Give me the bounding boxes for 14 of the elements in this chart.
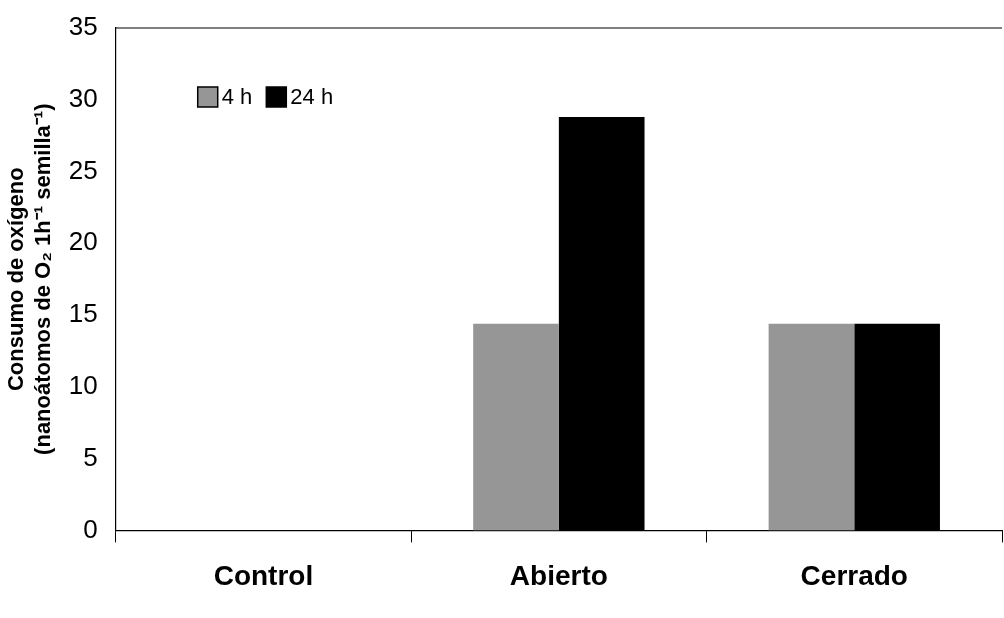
- y-tick-label: 10: [68, 370, 98, 401]
- x-tick-label: Cerrado: [800, 559, 908, 591]
- legend-label: 4 h: [221, 84, 253, 110]
- x-tick-label: Abierto: [509, 559, 608, 591]
- y-tick-label: 20: [68, 226, 98, 257]
- x-tick-label: Control: [213, 559, 314, 591]
- y-tick-label: 15: [68, 298, 98, 329]
- y-tick-label: 35: [68, 11, 98, 42]
- y-tick-label: 0: [83, 513, 98, 544]
- y-tick-label: 30: [68, 82, 98, 113]
- y-tick-label: 25: [68, 154, 98, 185]
- y-tick-label: 5: [83, 441, 98, 472]
- legend-label: 24 h: [290, 84, 334, 110]
- y-axis-title: Consumo de oxígeno (nanoátomos de O₂ 1h⁻¹ semilla⁻¹): [3, 103, 55, 455]
